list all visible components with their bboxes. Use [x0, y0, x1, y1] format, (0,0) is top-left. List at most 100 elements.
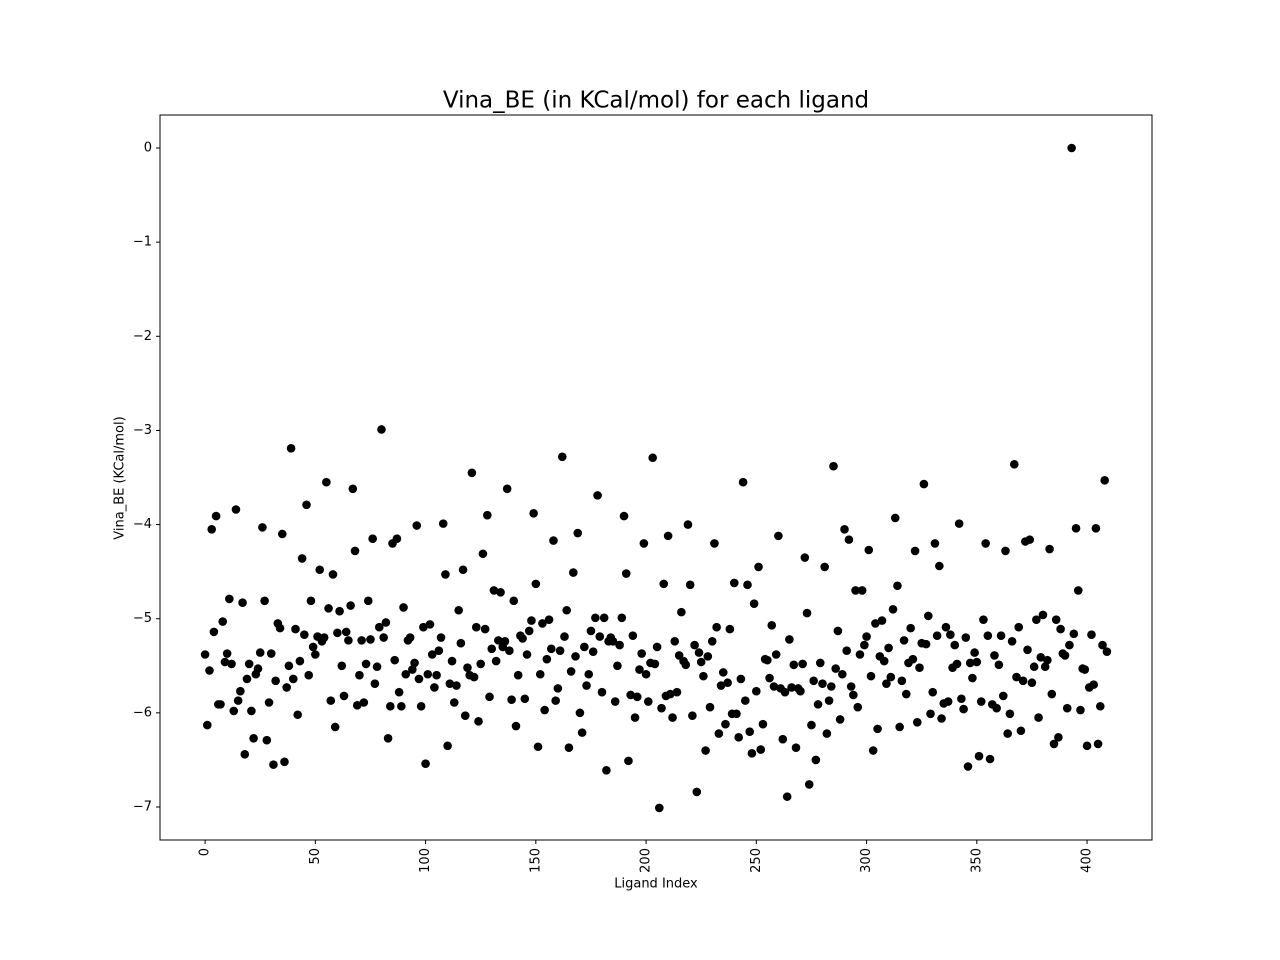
point — [946, 630, 955, 640]
point — [972, 657, 982, 667]
point — [1071, 524, 1081, 533]
point — [943, 697, 953, 706]
point — [502, 484, 512, 494]
point — [346, 601, 355, 610]
point — [615, 640, 624, 650]
point — [242, 674, 252, 684]
point — [311, 650, 320, 659]
point — [341, 627, 351, 637]
point — [209, 627, 219, 637]
point — [1060, 651, 1070, 660]
point — [394, 687, 404, 697]
point — [641, 669, 651, 679]
point — [851, 586, 860, 595]
point — [910, 546, 920, 556]
point — [650, 659, 660, 669]
point — [531, 579, 541, 589]
point — [266, 649, 276, 658]
point — [471, 622, 481, 632]
point — [207, 524, 217, 534]
point — [822, 729, 832, 738]
y-tick-label: −5 — [133, 611, 152, 626]
point — [414, 674, 424, 684]
point — [957, 694, 966, 704]
point — [454, 605, 463, 615]
point — [912, 717, 922, 727]
x-tick-label: 250 — [749, 848, 764, 873]
point — [866, 671, 876, 681]
point — [1032, 615, 1041, 624]
point — [752, 686, 761, 696]
point — [617, 613, 627, 623]
point — [787, 683, 796, 692]
point — [264, 698, 274, 707]
point — [868, 746, 878, 755]
point — [505, 646, 514, 656]
point — [597, 687, 607, 697]
point — [813, 700, 823, 709]
point — [319, 633, 329, 642]
point — [518, 634, 527, 643]
point — [227, 659, 236, 669]
point — [348, 484, 358, 494]
point — [882, 679, 891, 688]
point — [932, 631, 942, 640]
point — [255, 648, 265, 657]
point — [1010, 460, 1019, 469]
point — [643, 697, 653, 706]
point — [463, 663, 472, 672]
point — [630, 713, 640, 722]
point — [236, 686, 245, 696]
point — [275, 623, 285, 633]
x-tick-label: 100 — [418, 848, 433, 873]
point — [983, 631, 993, 640]
point — [397, 701, 406, 711]
point — [542, 654, 552, 664]
point — [637, 649, 646, 658]
point — [575, 708, 585, 718]
point — [300, 630, 309, 640]
point — [639, 539, 649, 548]
point — [857, 586, 867, 595]
point — [511, 721, 521, 731]
point — [249, 733, 258, 743]
point — [824, 696, 834, 705]
point — [520, 694, 530, 704]
point — [677, 607, 686, 617]
point — [211, 511, 221, 521]
point — [218, 617, 228, 626]
point — [952, 659, 962, 669]
y-tick-label: −4 — [133, 517, 152, 532]
point — [1069, 629, 1079, 639]
point — [1082, 741, 1092, 751]
point — [355, 670, 364, 680]
point — [954, 519, 964, 528]
point — [899, 636, 909, 645]
point — [500, 637, 510, 646]
point — [921, 639, 931, 649]
point — [538, 619, 547, 628]
point — [200, 650, 210, 659]
point — [1051, 615, 1061, 624]
point — [798, 659, 807, 669]
point — [560, 632, 569, 641]
point — [244, 659, 254, 669]
point — [729, 578, 739, 588]
point — [998, 691, 1008, 701]
point — [546, 644, 556, 654]
point — [383, 733, 393, 743]
point — [1043, 655, 1052, 665]
point — [535, 669, 545, 679]
point — [820, 562, 829, 572]
point — [478, 549, 488, 559]
point — [738, 477, 748, 487]
point — [754, 562, 763, 572]
point — [829, 461, 838, 471]
y-tick-label: −3 — [133, 423, 152, 438]
point — [277, 529, 287, 539]
point — [985, 754, 995, 764]
point — [826, 682, 836, 691]
point — [965, 658, 975, 668]
point — [655, 803, 664, 813]
